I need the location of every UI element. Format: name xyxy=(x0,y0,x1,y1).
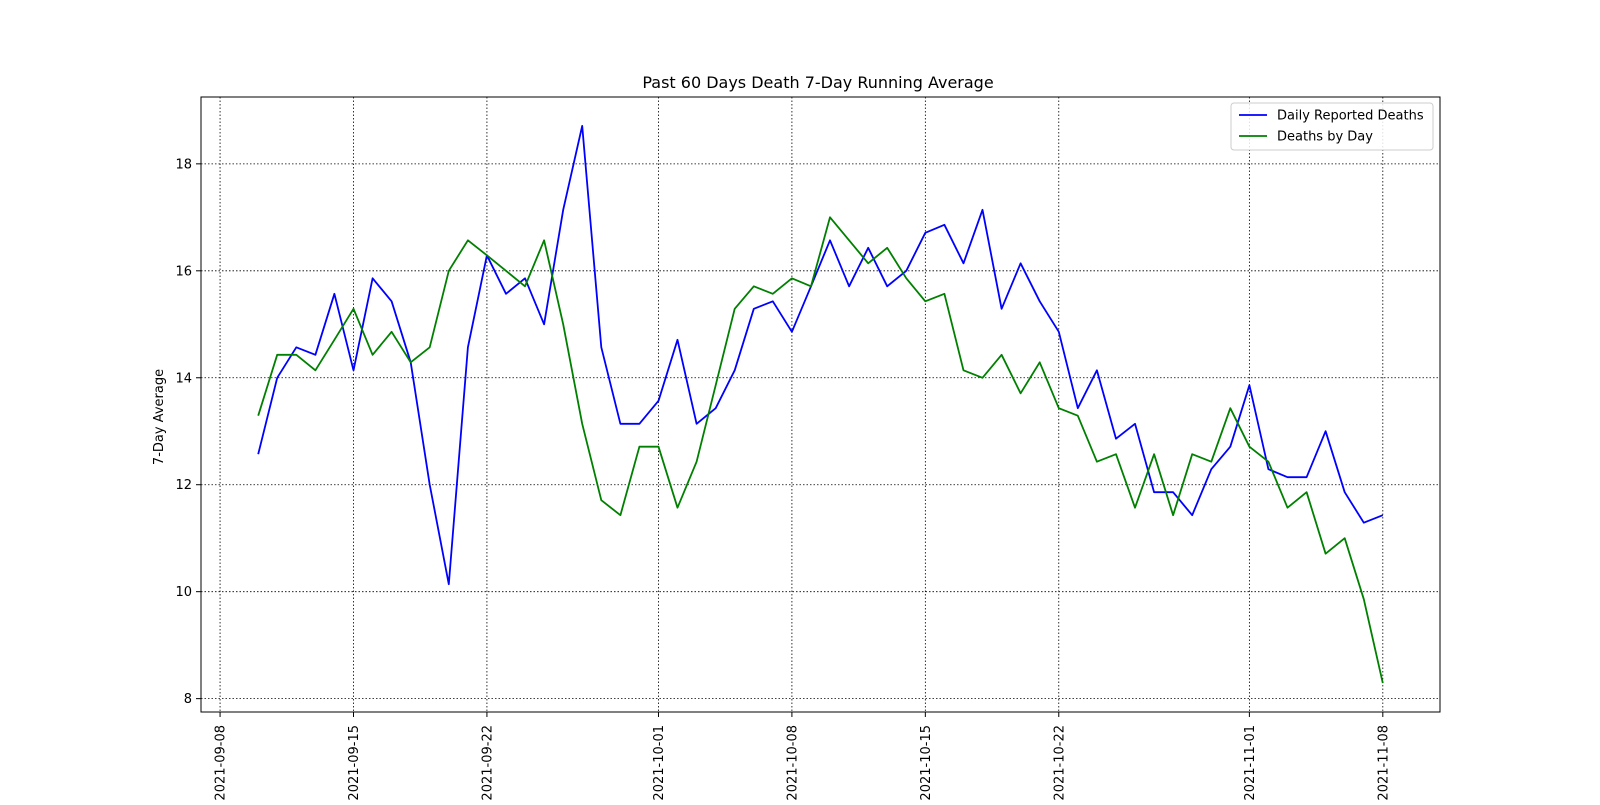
x-tick-label: 2021-09-22 xyxy=(480,725,495,800)
x-tick-label: 2021-10-08 xyxy=(785,725,800,800)
series-line-2 xyxy=(257,216,1384,684)
y-axis-label: 7-Day Average xyxy=(152,369,167,465)
series-lines xyxy=(257,125,1384,684)
y-tick-label: 14 xyxy=(175,371,192,386)
x-tick-label: 2021-11-01 xyxy=(1243,725,1258,800)
legend-label-1: Daily Reported Deaths xyxy=(1277,109,1424,124)
y-tick-label: 10 xyxy=(175,585,192,600)
plot-area-frame xyxy=(200,96,1441,713)
x-tick-label: 2021-11-08 xyxy=(1376,725,1391,800)
legend-box xyxy=(1230,102,1434,151)
x-tick-label: 2021-10-01 xyxy=(652,725,667,800)
y-tick-label: 18 xyxy=(175,157,192,172)
x-tick-label: 2021-10-15 xyxy=(919,725,934,800)
legend: Daily Reported Deaths Deaths by Day xyxy=(1230,102,1434,151)
series-line-1 xyxy=(257,125,1384,586)
x-tick-label: 2021-09-08 xyxy=(214,725,229,800)
grid-lines xyxy=(201,97,1440,712)
x-tick-label: 2021-10-22 xyxy=(1052,725,1067,800)
x-tick-label: 2021-09-15 xyxy=(347,725,362,800)
chart-title: Past 60 Days Death 7-Day Running Average xyxy=(642,73,993,92)
y-tick-label: 16 xyxy=(175,264,192,279)
axis-ticks: 2021-09-08 2021-09-15 2021-09-22 2021-10-01… xyxy=(175,157,1391,800)
y-tick-label: 12 xyxy=(175,478,192,493)
legend-label-2: Deaths by Day xyxy=(1277,130,1373,145)
y-tick-label: 8 xyxy=(184,692,192,707)
